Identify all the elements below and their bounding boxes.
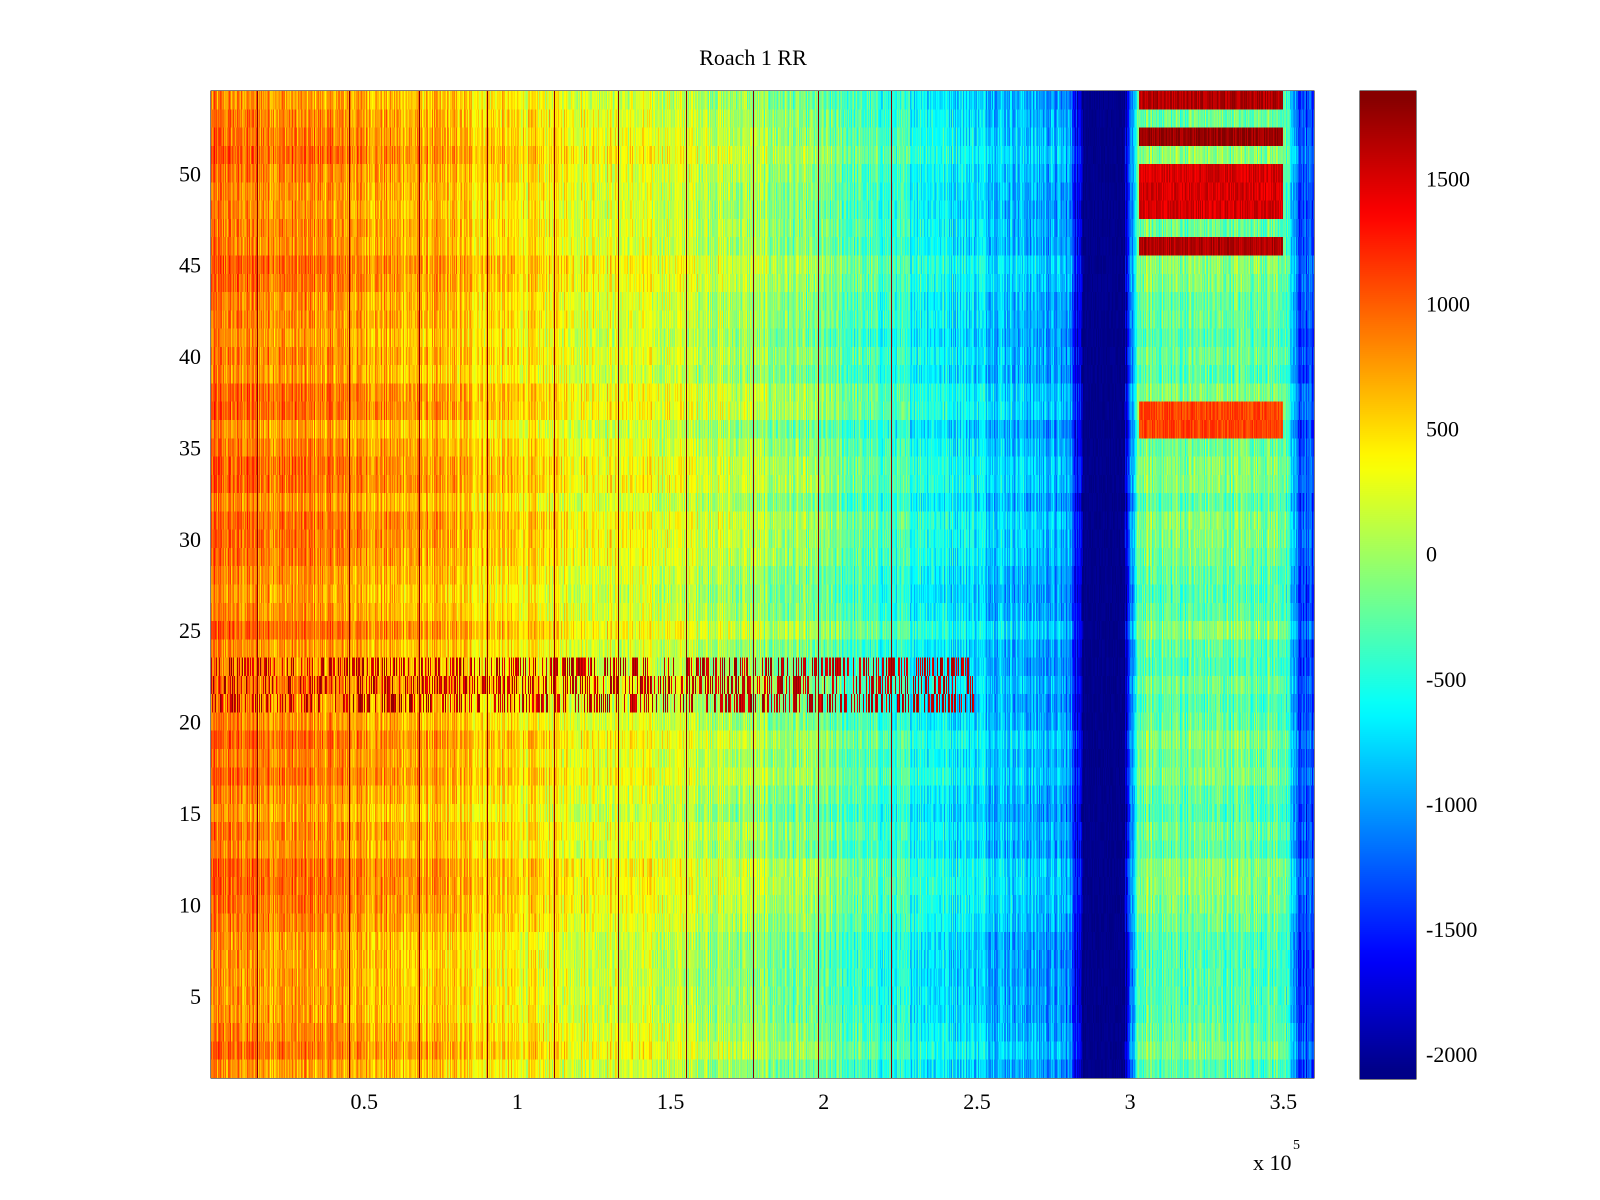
y-tick-label: 30 bbox=[179, 527, 201, 552]
y-tick-label: 45 bbox=[179, 253, 201, 278]
y-tick-label: 10 bbox=[179, 892, 201, 917]
heatmap-cells bbox=[211, 91, 1314, 1078]
x-tick-label: 1 bbox=[512, 1089, 523, 1114]
y-tick-label: 50 bbox=[179, 161, 201, 186]
y-tick-label: 35 bbox=[179, 435, 201, 460]
colorbar-tick-label: -1000 bbox=[1426, 792, 1477, 817]
y-tick-label: 15 bbox=[179, 801, 201, 826]
y-tick-label: 40 bbox=[179, 344, 201, 369]
colorbar-tick-label: 1000 bbox=[1426, 292, 1470, 317]
x-tick-label: 3 bbox=[1125, 1089, 1136, 1114]
y-tick-label: 20 bbox=[179, 710, 201, 735]
colorbar-tick-label: -2000 bbox=[1426, 1042, 1477, 1067]
x-scale-exponent: 5 bbox=[1293, 1138, 1300, 1153]
x-tick-label: 2 bbox=[818, 1089, 829, 1114]
x-tick-label: 2.5 bbox=[963, 1089, 991, 1114]
y-tick-label: 25 bbox=[179, 618, 201, 643]
colorbar-tick-label: 500 bbox=[1426, 417, 1459, 442]
x-scale-label: x 10 bbox=[1253, 1150, 1292, 1175]
colorbar-tick-label: -500 bbox=[1426, 667, 1466, 692]
x-tick-label: 3.5 bbox=[1270, 1089, 1298, 1114]
y-axis-ticks: 5 10 15 20 25 30 35 40 45 50 bbox=[179, 161, 1314, 1009]
colorbar-tick-label: -1500 bbox=[1426, 917, 1477, 942]
colorbar-tick-label: 0 bbox=[1426, 542, 1437, 567]
colorbar-gradient bbox=[1360, 91, 1416, 1079]
y-tick-label: 5 bbox=[190, 984, 201, 1009]
colorbar-ticks: 1500 1000 500 0 -500 -1000 -1500 -2000 bbox=[1360, 167, 1477, 1067]
colorbar-tick-label: 1500 bbox=[1426, 167, 1470, 192]
x-tick-label: 1.5 bbox=[657, 1089, 685, 1114]
x-tick-label: 0.5 bbox=[350, 1089, 378, 1114]
chart-title: Roach 1 RR bbox=[699, 45, 807, 70]
